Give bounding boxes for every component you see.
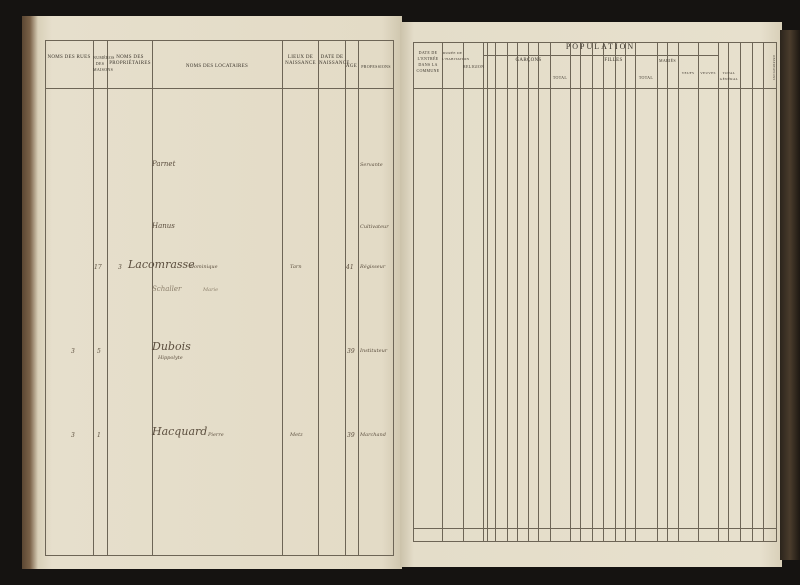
entry-number: 3	[71, 432, 75, 439]
right-page	[400, 22, 782, 567]
column-rule	[718, 42, 719, 542]
header-entry-date: Date de l'entrée dans la commune	[416, 50, 440, 73]
house-number: 17	[94, 264, 102, 271]
header-rule	[45, 88, 393, 89]
header-observations: Observations	[772, 55, 776, 81]
column-rule	[763, 42, 764, 542]
table-top-rule	[45, 40, 393, 41]
column-rule	[678, 42, 679, 542]
header-girls: Filles	[604, 58, 623, 63]
tenant-given-name: Dominique	[190, 264, 218, 270]
house-number: 1	[97, 432, 101, 439]
header-boys: Garçons	[515, 58, 542, 63]
header-professions: Professions	[361, 64, 391, 69]
column-rule	[740, 42, 741, 542]
column-rule	[538, 42, 539, 542]
column-rule	[282, 40, 283, 556]
header-owners: Noms des propriétaires	[109, 55, 151, 66]
column-rule	[657, 42, 658, 542]
tenant-surname: Hanus	[152, 222, 175, 230]
left-page	[22, 16, 402, 569]
column-rule	[776, 42, 777, 542]
column-rule	[345, 40, 346, 556]
column-rule	[152, 40, 153, 556]
age: 39	[347, 432, 355, 439]
header-rule	[413, 88, 776, 89]
column-rule	[603, 42, 604, 542]
column-rule	[667, 42, 668, 542]
profession: Cultivateur	[360, 224, 389, 230]
profession: Régisseur	[360, 264, 386, 270]
header-birthplace: Lieux de naissance	[285, 55, 316, 66]
table-bottom-rule	[45, 555, 393, 556]
column-rule	[635, 42, 636, 542]
tenant-surname: Schaller	[152, 285, 182, 293]
column-rule	[393, 40, 394, 556]
column-rule	[463, 42, 464, 542]
tenant-surname: Hacquard	[152, 425, 208, 438]
column-rule	[625, 42, 626, 542]
header-tenants: Noms des locataires	[185, 64, 249, 69]
header-boys-total: Total	[552, 75, 568, 80]
column-rule	[507, 42, 508, 542]
column-rule	[592, 42, 593, 542]
profession: Servante	[360, 162, 383, 168]
birthplace: Metz	[290, 432, 303, 438]
tenant-given-name: Hippolyte	[158, 355, 183, 361]
header-grand-total: Total général	[719, 71, 739, 81]
house-number: 5	[97, 348, 101, 355]
tenant-given-name: Marie	[203, 287, 219, 293]
column-rule	[107, 40, 108, 556]
tenant-surname: Dubois	[152, 340, 191, 353]
column-rule	[517, 42, 518, 542]
header-married: Mariés	[659, 58, 676, 63]
population-rule	[483, 55, 718, 56]
header-birthdate: Date de naissance	[319, 55, 350, 66]
column-rule	[45, 40, 46, 556]
header-age: Age	[345, 64, 358, 69]
header-house-number: Numéros des maisons	[93, 55, 115, 72]
tenant-given-name: Pierre	[208, 432, 224, 438]
table-bottom-rule	[413, 541, 776, 542]
header-widows: Veuves	[700, 71, 716, 75]
entry-number: 3	[71, 348, 75, 355]
profession: Marchand	[360, 432, 386, 438]
header-widowers: Veufs	[681, 71, 695, 75]
column-rule	[698, 42, 699, 542]
column-rule	[752, 42, 753, 542]
header-religion: Religion	[463, 64, 485, 69]
column-rule	[358, 40, 359, 556]
column-rule	[93, 40, 94, 556]
profession: Instituteur	[360, 348, 388, 354]
column-rule	[483, 42, 484, 542]
column-rule	[580, 42, 581, 542]
column-rule	[487, 42, 488, 542]
column-rule	[318, 40, 319, 556]
entry-number: 3	[118, 264, 122, 271]
column-rule	[442, 42, 443, 542]
birthplace: Tarn	[290, 264, 302, 270]
header-girls-total: Total	[638, 75, 654, 80]
tenant-surname: Parnet	[152, 160, 176, 168]
tenant-surname: Lacomrasse	[128, 258, 195, 271]
age: 39	[347, 348, 355, 355]
column-rule	[550, 42, 551, 542]
column-rule	[570, 42, 571, 542]
column-rule	[413, 42, 414, 542]
column-rule	[495, 42, 496, 542]
column-rule	[528, 42, 529, 542]
book-binding	[780, 30, 800, 560]
age: 41	[346, 264, 354, 271]
header-streets: Noms des rues	[47, 55, 91, 60]
column-rule	[728, 42, 729, 542]
table-top-rule	[413, 42, 776, 43]
header-duration: Durée de l'habitation	[442, 51, 470, 61]
header-population: Population	[565, 42, 636, 51]
column-rule	[615, 42, 616, 542]
totals-rule	[413, 528, 776, 529]
